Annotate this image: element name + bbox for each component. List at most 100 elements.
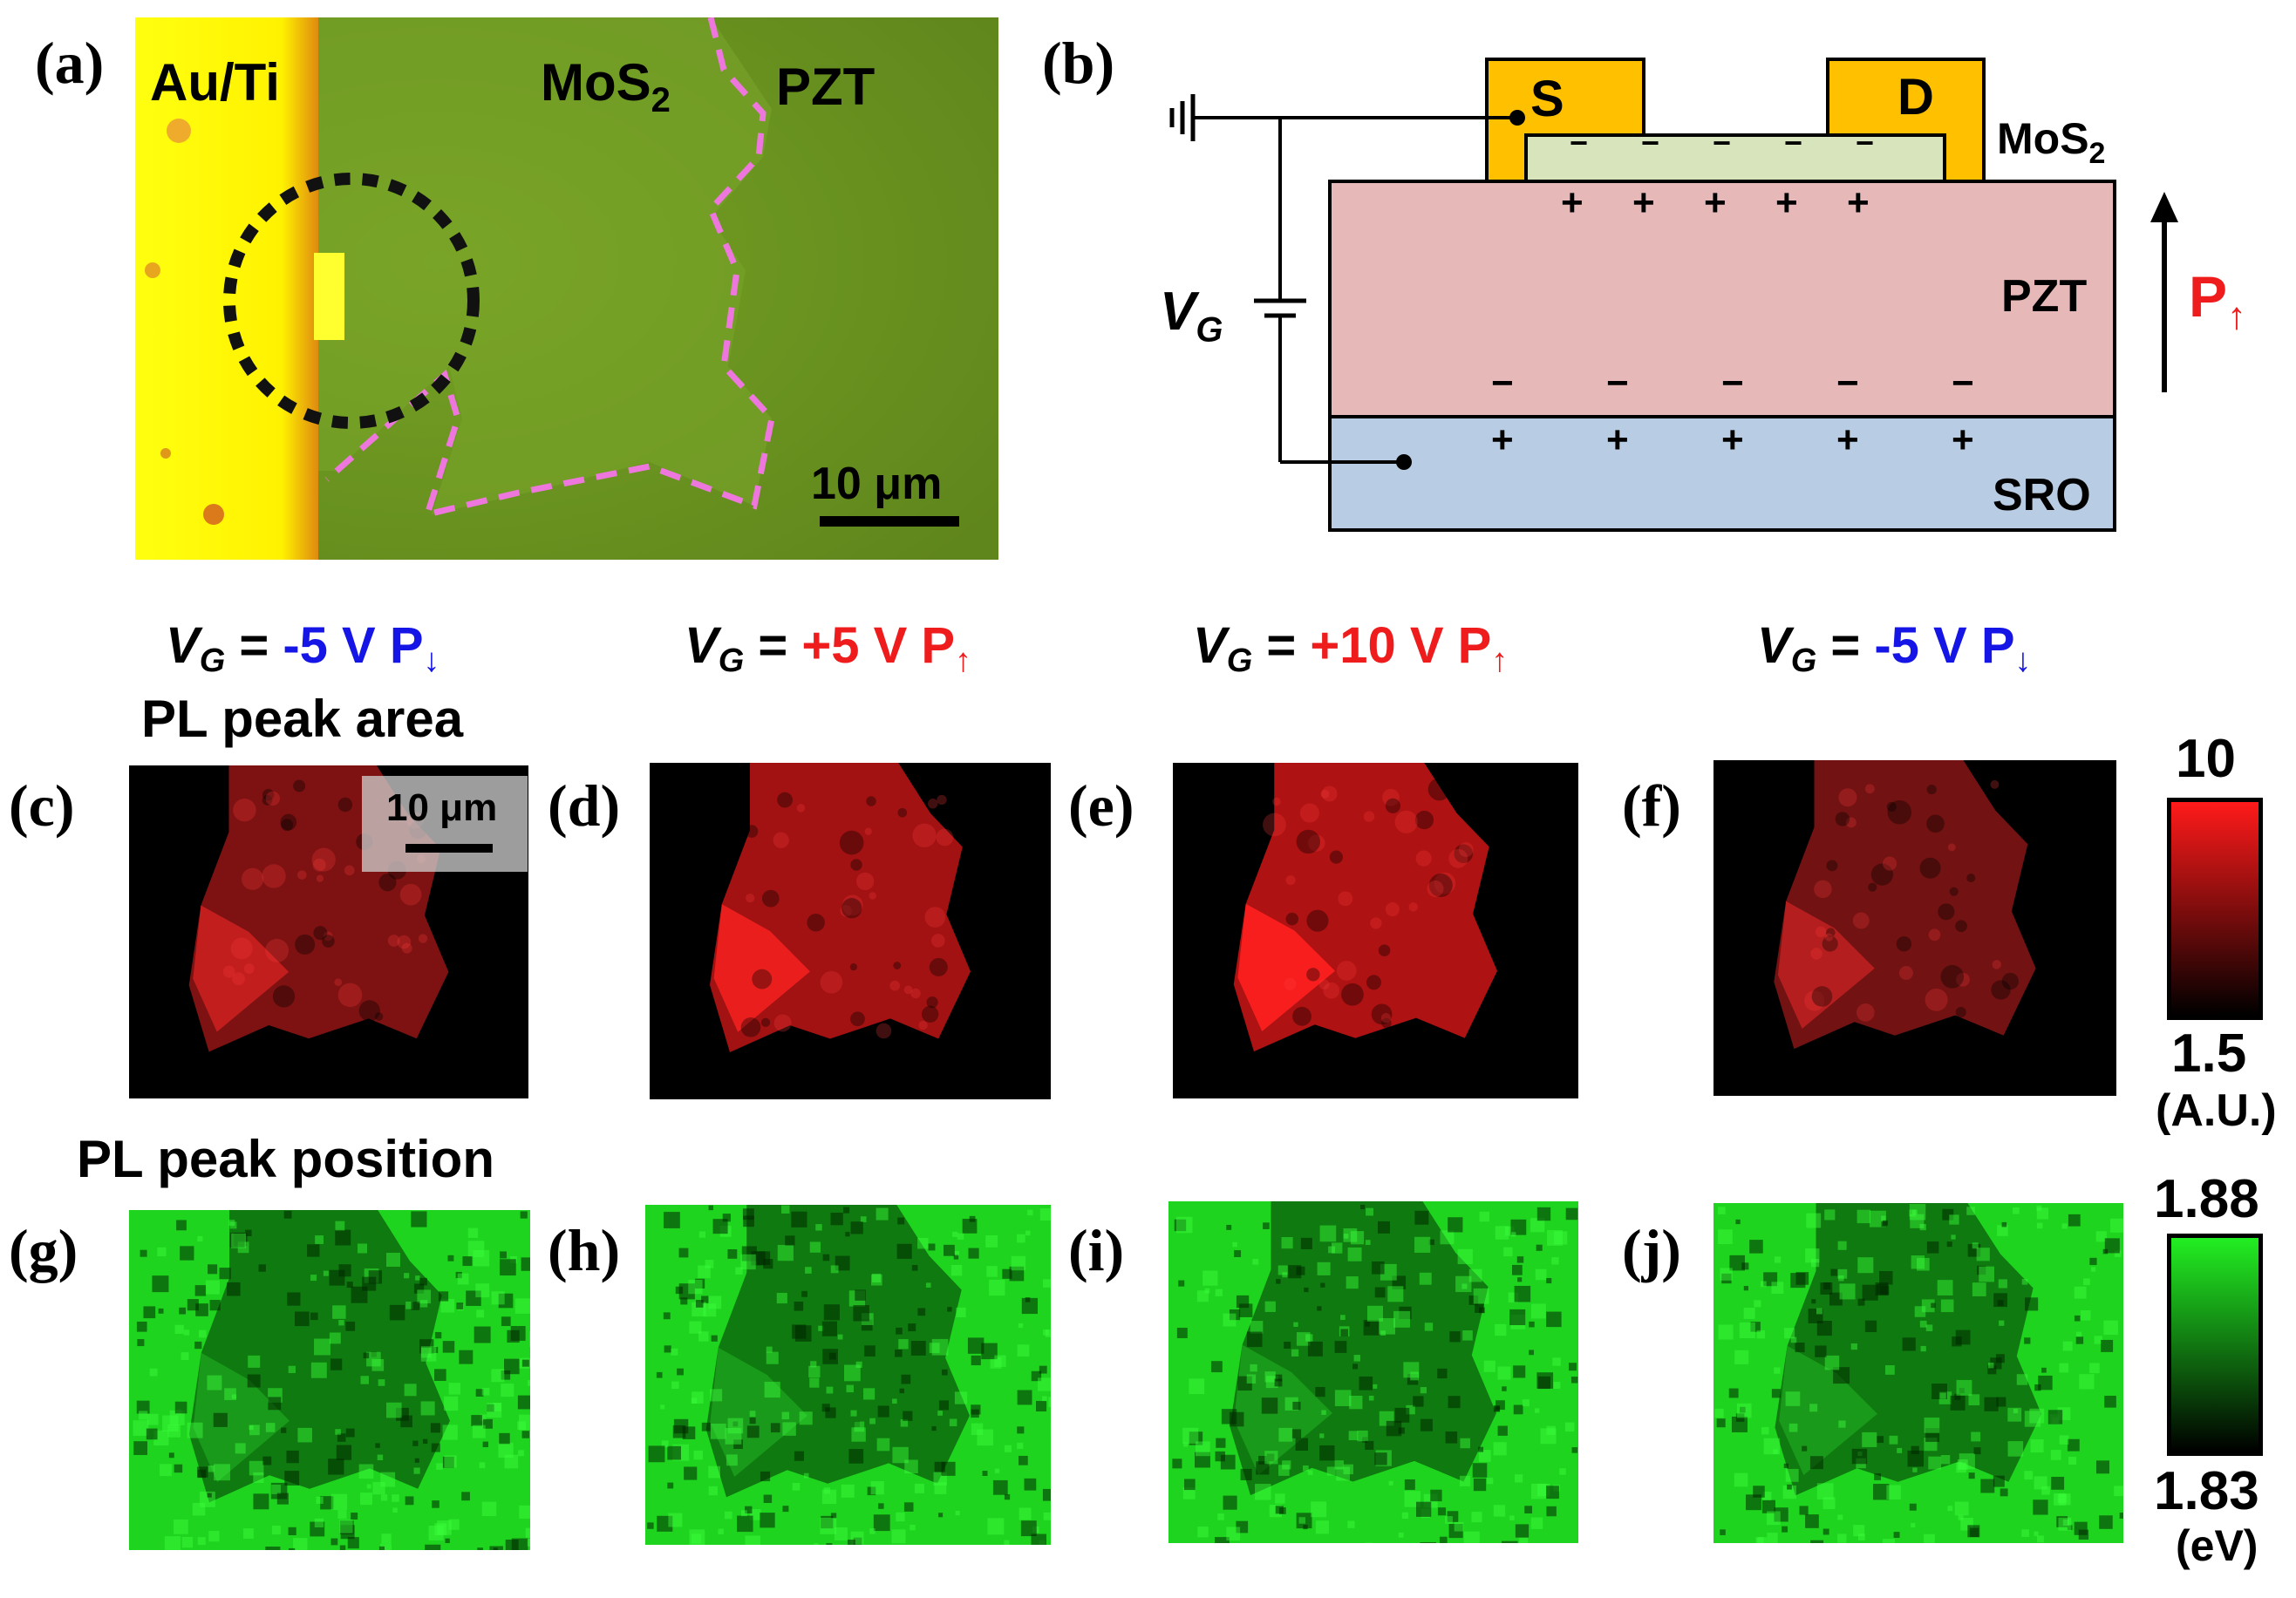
texture-pixel (152, 1275, 169, 1293)
texture-pixel (1454, 1521, 1464, 1532)
texture-pixel (1027, 1209, 1033, 1216)
texture-pixel (901, 1374, 911, 1384)
texture-pixel (971, 1355, 981, 1366)
texture-pixel (157, 1247, 167, 1257)
plus: + (1721, 418, 1744, 461)
texture-pixel (803, 1472, 809, 1479)
texture-pixel (501, 1316, 511, 1327)
texture-pixel (1824, 1209, 1836, 1221)
texture-speck (869, 892, 876, 900)
texture-speck (2001, 972, 2019, 990)
texture-pixel (1004, 1445, 1012, 1452)
texture-pixel (366, 1484, 371, 1489)
texture-pixel (1374, 1287, 1386, 1298)
texture-pixel (1755, 1537, 1768, 1543)
texture-speck (281, 819, 294, 832)
texture-pixel (207, 1375, 222, 1391)
texture-pixel (2101, 1339, 2114, 1352)
texture-pixel (346, 1282, 353, 1289)
texture-pixel (480, 1414, 487, 1421)
bright-flake-region (1237, 903, 1335, 1031)
texture-pixel (329, 1269, 345, 1286)
texture-pixel (1414, 1236, 1431, 1253)
texture-speck (1308, 834, 1325, 852)
texture-pixel (146, 1413, 159, 1425)
texture-speck (344, 865, 355, 876)
texture-pixel (2007, 1441, 2024, 1457)
texture-pixel (1264, 1451, 1278, 1465)
texture-pixel (2104, 1395, 2116, 1408)
texture-pixel (176, 1220, 187, 1231)
texture-pixel (1809, 1404, 1818, 1412)
texture-pixel (187, 1299, 199, 1311)
texture-pixel (1822, 1528, 1829, 1535)
texture-pixel (667, 1445, 681, 1460)
texture-pixel (307, 1244, 320, 1257)
texture-pixel (1782, 1526, 1788, 1533)
texture-speck (746, 893, 755, 903)
texture-speck (1321, 785, 1338, 802)
texture-speck (358, 1000, 380, 1022)
texture-pixel (1196, 1290, 1209, 1302)
panel-label-f: (f) (1622, 772, 1681, 839)
texture-pixel (1959, 1387, 1965, 1394)
electrode-defect (145, 262, 160, 278)
plus: + (1704, 181, 1727, 224)
texture-pixel (1879, 1285, 1890, 1295)
texture-speck (1814, 880, 1832, 899)
texture-pixel (1515, 1524, 1530, 1538)
texture-pixel (297, 1427, 312, 1443)
texture-speck (866, 796, 876, 806)
pl-position-map-svg (1168, 1201, 1578, 1543)
texture-pixel (994, 1468, 1000, 1473)
texture-speck (918, 1020, 928, 1030)
texture-pixel (2075, 1336, 2084, 1344)
texture-pixel (499, 1259, 516, 1276)
texture-speck (903, 985, 913, 995)
texture-pixel (293, 1538, 308, 1550)
texture-pixel (688, 1279, 703, 1295)
texture-pixel (1910, 1214, 1925, 1228)
texture-pixel (1393, 1310, 1410, 1328)
texture-pixel (925, 1282, 931, 1288)
plus: + (1606, 418, 1629, 461)
texture-speck (927, 799, 938, 809)
texture-pixel (1307, 1470, 1313, 1475)
pl-position-map-i (1168, 1201, 1578, 1543)
texture-pixel (477, 1547, 483, 1550)
texture-pixel (1293, 1322, 1298, 1327)
texture-pixel (332, 1305, 346, 1319)
texture-pixel (360, 1493, 373, 1506)
texture-pixel (1004, 1494, 1011, 1500)
texture-pixel (1031, 1370, 1042, 1382)
texture-pixel (1830, 1268, 1838, 1276)
texture-pixel (444, 1455, 457, 1468)
texture-pixel (1966, 1207, 1975, 1215)
texture-pixel (1853, 1525, 1865, 1537)
texture-speck (931, 934, 945, 948)
texture-pixel (1535, 1268, 1547, 1281)
texture-pixel (1511, 1232, 1516, 1237)
texture-speck (230, 937, 253, 960)
texture-pixel (967, 1337, 984, 1354)
texture-pixel (1928, 1456, 1942, 1470)
texture-pixel (1004, 1540, 1010, 1545)
texture-pixel (1343, 1464, 1353, 1475)
texture-speck (1955, 1006, 1966, 1018)
texture-pixel (1031, 1533, 1046, 1545)
texture-pixel (389, 1304, 405, 1321)
texture-pixel (1979, 1266, 1995, 1282)
texture-pixel (1277, 1265, 1288, 1275)
texture-pixel (377, 1454, 384, 1461)
texture-pixel (1348, 1431, 1359, 1441)
texture-pixel (710, 1389, 723, 1402)
texture-speck (1385, 901, 1400, 917)
texture-pixel (749, 1418, 756, 1425)
texture-pixel (873, 1514, 890, 1532)
texture-pixel (743, 1215, 754, 1227)
texture-pixel (1315, 1520, 1329, 1534)
texture-pixel (1799, 1506, 1809, 1515)
texture-pixel (1002, 1268, 1012, 1279)
texture-pixel (1897, 1447, 1903, 1453)
panel-label-b: (b) (1042, 30, 1115, 96)
